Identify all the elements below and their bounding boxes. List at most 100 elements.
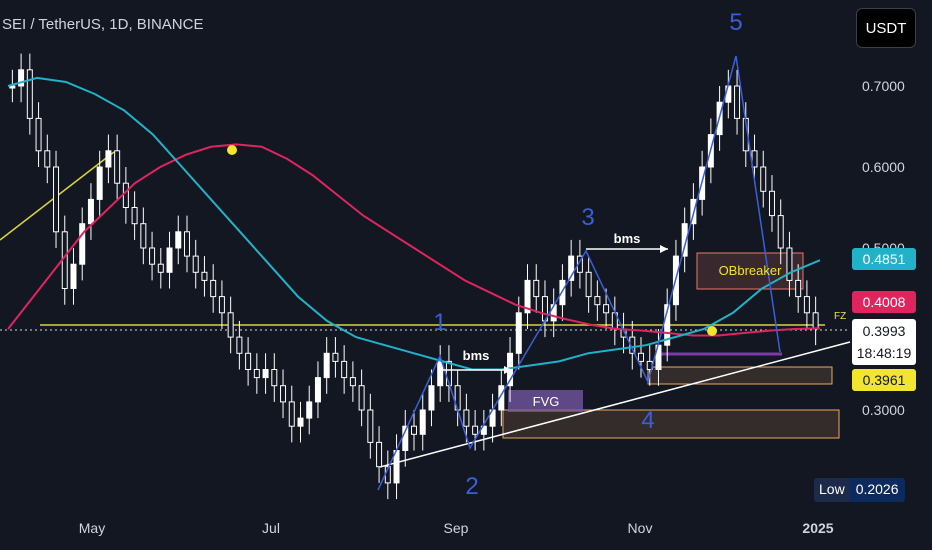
candle-body — [79, 223, 86, 265]
candle-body — [18, 69, 25, 87]
candle-body — [812, 312, 819, 330]
candle-body — [157, 263, 164, 273]
x-tick-label: Jul — [262, 520, 280, 536]
candle-body — [603, 304, 610, 314]
candle-body — [515, 312, 522, 354]
candle-body — [183, 231, 190, 257]
last-price-tag: 0.3993 18:48:19 — [852, 319, 916, 365]
candle-body — [227, 312, 234, 338]
y-tick-label: 0.7000 — [862, 78, 905, 94]
fvg-zone — [508, 390, 583, 412]
candle-body — [70, 263, 77, 290]
countdown-timer: 18:48:19 — [856, 345, 912, 361]
candle-body — [87, 198, 94, 225]
candle-body — [533, 279, 540, 298]
candle-body — [114, 150, 121, 184]
last-price-value: 0.3993 — [862, 323, 906, 339]
candle-body — [681, 223, 688, 257]
candle-body — [288, 401, 295, 427]
support-price-tag: 0.3961 — [852, 369, 916, 391]
ob-label: OBbreaker — [719, 263, 783, 278]
candle-body — [140, 223, 147, 249]
candle-body — [411, 425, 417, 435]
currency-button[interactable]: USDT — [856, 8, 916, 48]
candle-body — [192, 255, 199, 273]
candle-body — [559, 279, 566, 306]
candle-body — [9, 85, 16, 89]
candle-body — [149, 247, 156, 265]
candle-body — [664, 304, 671, 346]
candle-body — [26, 69, 33, 119]
candle-body — [314, 377, 321, 403]
fast-ma-price-tag: 0.4851 — [852, 248, 916, 270]
slow-ma-line — [7, 143, 821, 337]
candle-body — [349, 377, 356, 387]
candle-body — [768, 190, 775, 217]
bms-label: bms — [463, 348, 490, 363]
fast-ma-line — [7, 76, 821, 371]
candle-body — [166, 247, 173, 273]
candle-body — [777, 215, 784, 249]
fz-label: FZ — [834, 311, 846, 322]
uptrend-line — [379, 341, 851, 468]
candle-body — [262, 369, 269, 379]
candle-body — [323, 352, 330, 379]
ob-zone — [696, 252, 804, 290]
candle-body — [419, 409, 426, 435]
x-tick-label: May — [79, 520, 105, 536]
candle-body — [306, 401, 313, 419]
candle-body — [131, 207, 138, 225]
candle-body — [105, 150, 112, 168]
x-tick-label: Sep — [444, 520, 469, 536]
x-tick-label: Nov — [628, 520, 653, 536]
candle-body — [96, 166, 103, 200]
wave-label: 5 — [729, 9, 742, 36]
wave-path — [377, 55, 781, 491]
candle-body — [803, 296, 810, 314]
candle-body — [253, 369, 260, 379]
candle-body — [53, 166, 60, 233]
candle-body — [44, 150, 51, 168]
wave-label: 3 — [581, 204, 594, 231]
candle-body — [734, 85, 741, 119]
candle-body — [437, 360, 444, 387]
candle-body — [367, 409, 374, 443]
candle-body — [218, 296, 225, 314]
candle-body — [175, 231, 182, 249]
demand-zone — [502, 409, 840, 439]
bms-label: bms — [614, 231, 641, 246]
wave-label: 4 — [641, 407, 654, 434]
bms-arrowhead — [504, 366, 512, 374]
candle-body — [585, 271, 592, 298]
candle-body — [472, 425, 479, 435]
y-tick-label: 0.6000 — [862, 159, 905, 175]
slow-ma-price-tag: 0.4008 — [852, 291, 916, 313]
candle-body — [271, 369, 278, 387]
candle-body — [35, 117, 42, 152]
candle-body — [428, 385, 435, 411]
y-tick-label: 0.3000 — [862, 402, 905, 418]
candle-body — [524, 279, 531, 314]
candle-body — [402, 425, 409, 452]
candle-body — [332, 352, 339, 362]
ma-cross-dot — [707, 326, 717, 336]
chart-title: SEI / TetherUS, 1D, BINANCE — [2, 16, 204, 33]
candle-body — [480, 425, 487, 435]
candle-body — [376, 441, 383, 468]
candle-body — [297, 417, 304, 427]
support-zone — [647, 366, 833, 385]
low-label: Low — [814, 478, 850, 502]
candle-body — [463, 409, 470, 427]
candle-body — [358, 385, 365, 411]
candle-body — [245, 352, 252, 370]
candle-body — [786, 247, 793, 281]
candle-body — [236, 336, 243, 354]
low-value: 0.2026 — [849, 478, 905, 502]
candle-body — [201, 271, 208, 281]
candle-body — [795, 279, 802, 298]
candle-body — [760, 166, 767, 192]
ma-cross-dot — [227, 145, 237, 155]
candle-body — [210, 279, 217, 298]
low-price-tag: Low 0.2026 — [814, 478, 914, 502]
